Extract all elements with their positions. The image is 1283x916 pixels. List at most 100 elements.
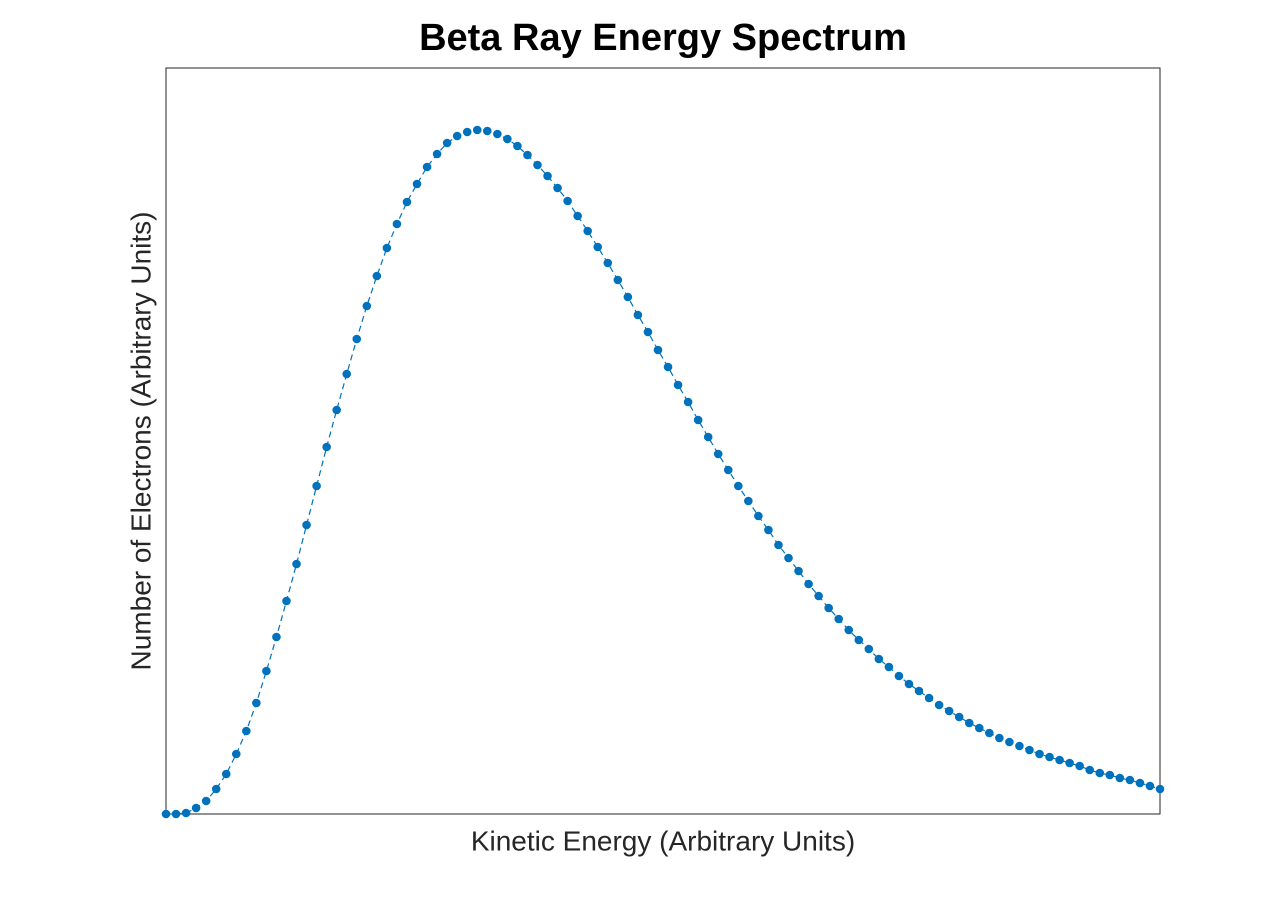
data-point	[1095, 768, 1105, 778]
data-point	[964, 718, 974, 728]
data-point	[814, 591, 823, 601]
data-point	[513, 141, 522, 151]
data-point	[292, 559, 301, 569]
data-point	[211, 784, 221, 794]
data-point	[844, 625, 854, 635]
data-point	[874, 654, 884, 664]
data-point	[312, 481, 321, 491]
data-point	[1085, 765, 1095, 775]
data-point	[864, 644, 874, 654]
data-point	[221, 769, 231, 779]
data-point	[613, 275, 623, 285]
data-point	[764, 525, 773, 535]
data-point	[1025, 745, 1034, 755]
data-point	[422, 162, 432, 172]
data-point	[482, 126, 492, 136]
data-point	[834, 614, 844, 624]
data-point	[472, 125, 482, 135]
x-axis-label: Kinetic Energy (Arbitrary Units)	[471, 825, 855, 856]
data-point	[543, 171, 552, 181]
data-point	[352, 334, 362, 344]
data-point	[462, 127, 472, 137]
data-point	[533, 160, 542, 170]
data-point	[231, 749, 241, 759]
data-point	[191, 803, 201, 813]
data-point	[633, 310, 643, 320]
data-point	[734, 481, 743, 491]
data-point	[593, 242, 603, 252]
data-point	[794, 566, 803, 576]
data-point	[944, 706, 954, 716]
data-point	[804, 579, 813, 589]
data-point	[432, 149, 442, 159]
data-point	[372, 271, 382, 281]
data-point	[553, 183, 562, 193]
data-point	[1115, 773, 1125, 783]
data-point	[1035, 749, 1044, 759]
data-point	[754, 511, 763, 521]
data-point	[493, 129, 502, 139]
data-point	[914, 686, 924, 696]
data-point	[603, 258, 613, 268]
data-point	[583, 226, 592, 236]
y-axis-label: Number of Electrons (Arbitrary Units)	[125, 211, 156, 670]
data-point	[402, 197, 412, 207]
data-point	[703, 432, 713, 442]
data-point	[523, 150, 532, 160]
data-point	[322, 442, 331, 452]
data-point	[784, 553, 793, 563]
data-point	[985, 728, 994, 738]
data-point	[342, 369, 352, 379]
data-point	[181, 808, 191, 818]
data-point	[1135, 778, 1145, 788]
data-point	[252, 698, 261, 708]
data-point	[1125, 775, 1135, 785]
data-point	[884, 662, 894, 672]
data-point	[332, 405, 341, 415]
data-point	[663, 362, 673, 372]
data-point	[1055, 755, 1064, 765]
data-point	[1155, 784, 1165, 794]
data-point	[713, 449, 723, 459]
data-point	[563, 196, 572, 206]
data-point	[302, 520, 311, 530]
data-point	[673, 380, 683, 390]
data-point	[723, 465, 733, 475]
data-point	[854, 635, 864, 645]
data-point	[904, 679, 914, 689]
data-point	[924, 693, 934, 703]
data-point	[954, 712, 964, 722]
data-point	[744, 496, 753, 506]
data-point	[774, 540, 783, 550]
data-point	[824, 603, 833, 613]
plot-frame	[165, 67, 1161, 815]
data-point	[894, 671, 904, 681]
data-point	[974, 723, 984, 733]
data-point	[623, 292, 633, 302]
chart-title: Beta Ray Energy Spectrum	[419, 17, 907, 59]
data-point	[653, 345, 663, 355]
data-point	[1015, 741, 1024, 751]
data-point	[201, 796, 211, 806]
data-point	[1065, 758, 1074, 768]
data-point	[161, 809, 171, 819]
data-point	[934, 700, 944, 710]
data-point	[272, 632, 281, 642]
data-point	[392, 219, 402, 229]
data-point	[1075, 761, 1084, 771]
data-point	[1005, 737, 1014, 747]
data-point	[503, 134, 512, 144]
data-point	[573, 211, 582, 221]
data-point	[171, 809, 181, 819]
data-point	[995, 733, 1004, 743]
data-point	[1105, 770, 1115, 780]
data-point	[1145, 781, 1155, 791]
data-point	[362, 301, 372, 311]
data-point	[1045, 752, 1054, 762]
data-point	[643, 327, 653, 337]
data-point	[282, 596, 291, 606]
data-point	[382, 243, 392, 253]
data-point	[442, 138, 452, 148]
